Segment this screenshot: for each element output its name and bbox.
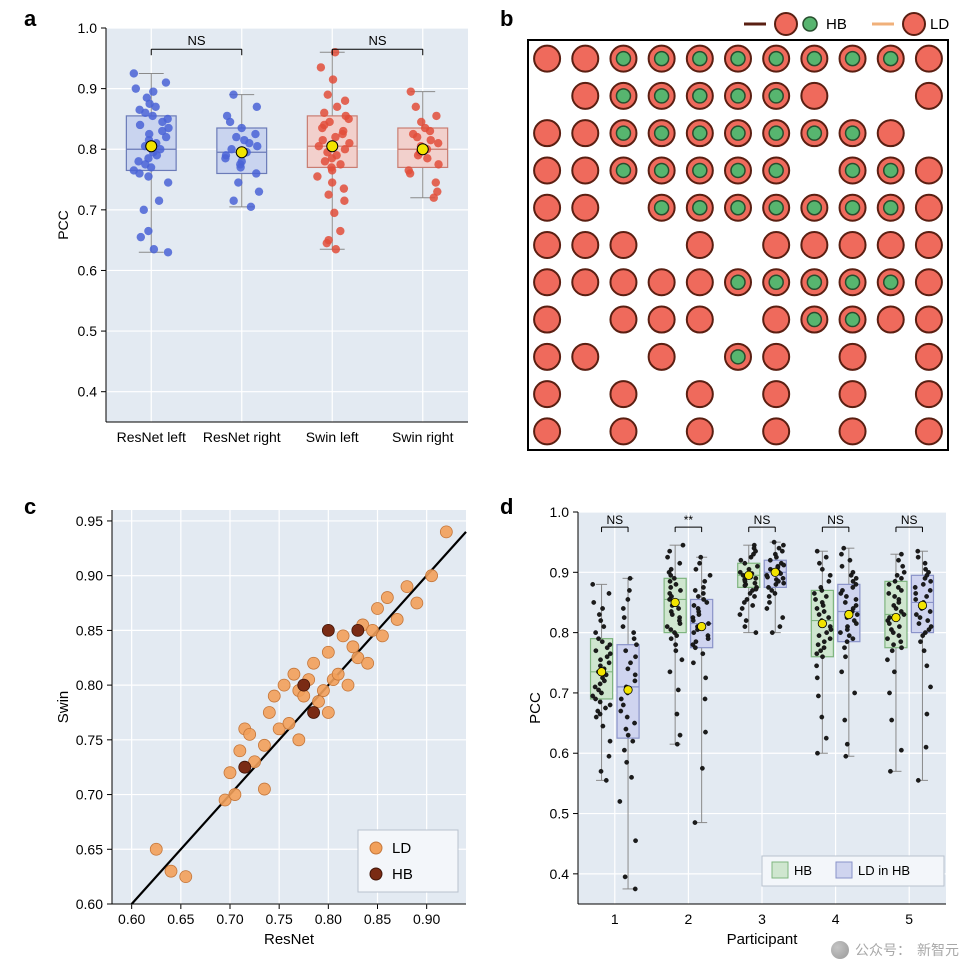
watermark: 公众号： 新智元 — [831, 940, 959, 960]
watermark-name: 新智元 — [917, 940, 959, 960]
svg-text:0.6: 0.6 — [78, 262, 98, 278]
panel-label-b: b — [500, 6, 513, 32]
svg-text:0.75: 0.75 — [76, 732, 103, 748]
svg-text:1.0: 1.0 — [78, 20, 98, 36]
svg-text:0.90: 0.90 — [413, 911, 440, 927]
svg-text:0.6: 0.6 — [550, 745, 570, 761]
svg-text:NS: NS — [606, 513, 623, 527]
svg-text:0.7: 0.7 — [550, 685, 570, 701]
panel-d-svg: 0.4 0.5 0.6 0.7 0.8 0.9 1.0 NS 1 ** 2 NS 3 NS 4 NS 5 HB LD… — [522, 498, 954, 954]
svg-text:1: 1 — [611, 911, 619, 927]
svg-text:PCC: PCC — [55, 210, 71, 240]
svg-text:0.7: 0.7 — [78, 202, 98, 218]
svg-text:0.9: 0.9 — [78, 81, 98, 97]
panel-label-c: c — [24, 494, 36, 520]
svg-text:ResNet right: ResNet right — [203, 429, 281, 445]
svg-text:Swin right: Swin right — [392, 429, 454, 445]
svg-text:0.70: 0.70 — [216, 911, 243, 927]
svg-text:LD: LD — [930, 16, 949, 33]
svg-text:HB: HB — [392, 866, 413, 883]
panel-label-d: d — [500, 494, 513, 520]
panel-c-svg: 0.60 0.65 0.70 0.75 0.80 0.85 0.90 0.60 0.65 0.70… — [50, 498, 478, 954]
svg-text:0.85: 0.85 — [364, 911, 391, 927]
panel-label-a: a — [24, 6, 36, 32]
svg-text:0.70: 0.70 — [76, 787, 103, 803]
svg-text:NS: NS — [827, 513, 844, 527]
svg-text:ResNet left: ResNet left — [117, 429, 186, 445]
svg-text:0.65: 0.65 — [167, 911, 194, 927]
svg-text:NS: NS — [901, 513, 918, 527]
svg-text:4: 4 — [832, 911, 840, 927]
svg-text:0.80: 0.80 — [315, 911, 342, 927]
svg-text:2: 2 — [685, 911, 693, 927]
svg-text:NS: NS — [187, 33, 205, 48]
svg-text:0.8: 0.8 — [78, 141, 98, 157]
svg-text:PCC: PCC — [527, 692, 544, 724]
panel-a: 0.4 0.5 0.6 0.7 0.8 0.9 1.0 ResNet left ResNet r… — [50, 10, 478, 460]
svg-text:0.4: 0.4 — [78, 384, 98, 400]
svg-text:HB: HB — [826, 16, 847, 33]
svg-text:5: 5 — [905, 911, 913, 927]
watermark-prefix: 公众号： — [855, 940, 911, 960]
svg-text:1.0: 1.0 — [550, 504, 570, 520]
svg-text:0.80: 0.80 — [76, 677, 103, 693]
svg-text:0.85: 0.85 — [76, 622, 103, 638]
panel-b-svg: HB LD — [522, 10, 954, 460]
panel-b: HB LD — [522, 10, 954, 460]
wechat-icon — [831, 941, 849, 959]
svg-text:0.60: 0.60 — [76, 896, 103, 912]
svg-text:0.60: 0.60 — [118, 911, 145, 927]
svg-text:ResNet: ResNet — [264, 931, 315, 948]
svg-text:0.4: 0.4 — [550, 866, 570, 882]
svg-text:Participant: Participant — [727, 931, 799, 948]
panel-a-svg: 0.4 0.5 0.6 0.7 0.8 0.9 1.0 ResNet left ResNet r… — [50, 10, 478, 460]
svg-text:**: ** — [684, 513, 694, 527]
svg-text:HB: HB — [794, 863, 812, 878]
svg-text:0.9: 0.9 — [550, 564, 570, 580]
svg-text:0.75: 0.75 — [266, 911, 293, 927]
svg-text:0.65: 0.65 — [76, 841, 103, 857]
svg-text:0.95: 0.95 — [76, 513, 103, 529]
svg-text:NS: NS — [754, 513, 771, 527]
svg-text:LD: LD — [392, 840, 411, 857]
svg-text:NS: NS — [368, 33, 386, 48]
figure-grid: a b c d 0.4 0.5 0.6 0.7 0.8 0.9 1.0 ResNet left… — [0, 0, 975, 970]
svg-text:3: 3 — [758, 911, 766, 927]
svg-text:0.5: 0.5 — [550, 806, 570, 822]
svg-text:Swin: Swin — [55, 691, 72, 724]
svg-text:0.5: 0.5 — [78, 323, 98, 339]
panel-c: 0.60 0.65 0.70 0.75 0.80 0.85 0.90 0.60 0.65 0.70… — [50, 498, 478, 954]
panel-d: 0.4 0.5 0.6 0.7 0.8 0.9 1.0 NS 1 ** 2 NS 3 NS 4 NS 5 HB LD… — [522, 498, 954, 954]
svg-text:0.90: 0.90 — [76, 568, 103, 584]
svg-text:Swin left: Swin left — [306, 429, 359, 445]
svg-text:0.8: 0.8 — [550, 625, 570, 641]
svg-text:LD in HB: LD in HB — [858, 863, 910, 878]
